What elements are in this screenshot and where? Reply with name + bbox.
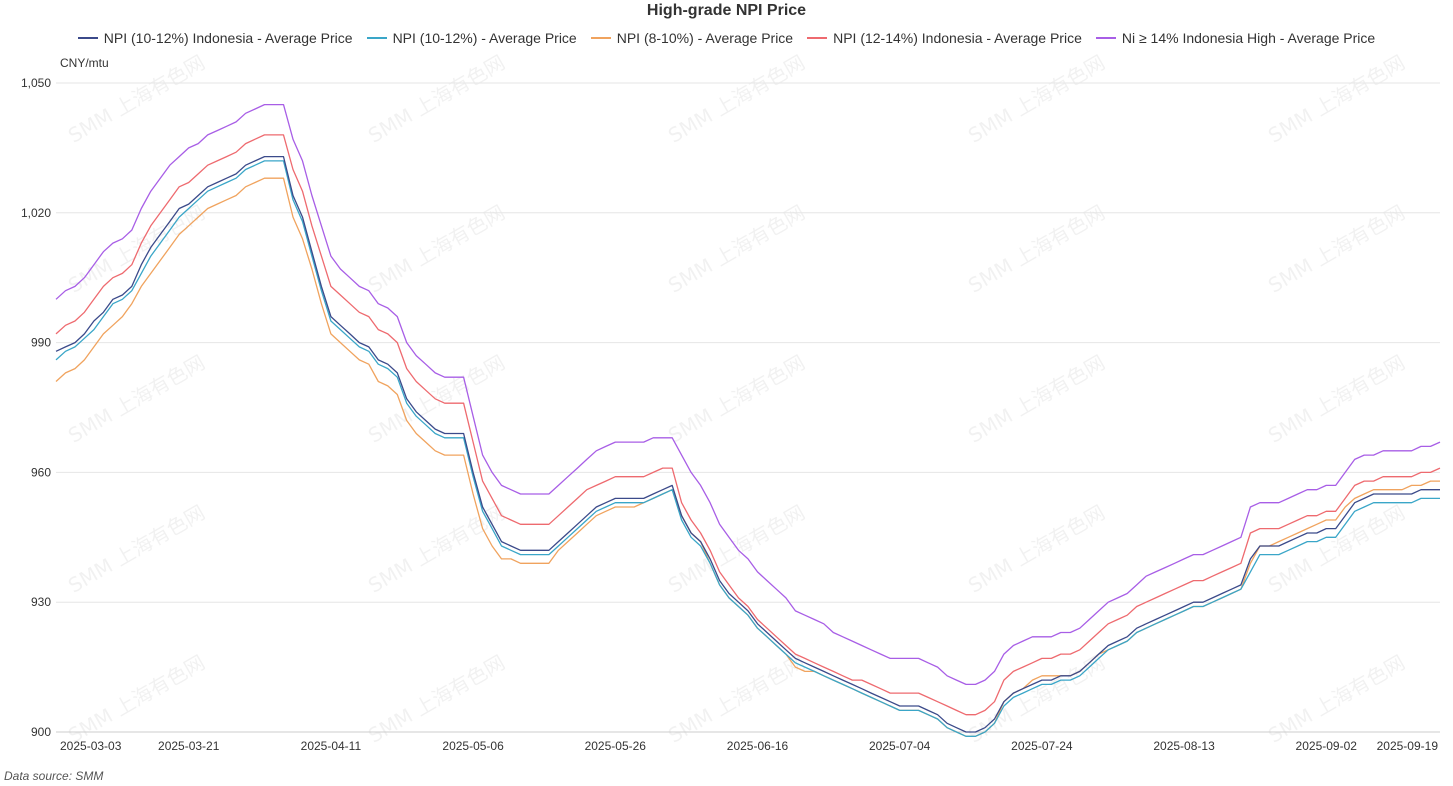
x-tick-label: 2025-03-21 — [158, 739, 220, 753]
chart-legend: NPI (10-12%) Indonesia - Average Price NP… — [0, 30, 1453, 46]
x-tick-label: 2025-07-04 — [869, 739, 931, 753]
x-tick-label: 2025-05-26 — [585, 739, 647, 753]
series-lines — [55, 103, 1441, 737]
y-axis-unit: CNY/mtu — [60, 56, 109, 70]
y-tick-label: 930 — [31, 595, 51, 609]
y-axis-labels: 900 930 960 990 1,020 1,050 — [21, 76, 51, 739]
watermark-text: SMM 上海有色网 — [964, 200, 1109, 298]
watermark-text: SMM 上海有色网 — [664, 50, 809, 148]
series-line[interactable] — [55, 103, 1441, 686]
legend-swatch — [590, 37, 611, 39]
watermark-text: SMM 上海有色网 — [364, 50, 509, 148]
y-tick-label: 900 — [31, 725, 51, 739]
watermark-text: SMM 上海有色网 — [64, 50, 209, 148]
y-tick-label: 990 — [31, 336, 51, 350]
watermark-text: SMM 上海有色网 — [1264, 500, 1409, 598]
watermark-text: SMM 上海有色网 — [1264, 200, 1409, 298]
legend-item[interactable]: Ni ≥ 14% Indonesia High - Average Price — [1095, 30, 1376, 46]
x-tick-label: 2025-04-11 — [301, 739, 362, 753]
series-line[interactable] — [55, 160, 1440, 737]
watermark-text: SMM 上海有色网 — [664, 650, 809, 748]
watermark-text: SMM 上海有色网 — [1264, 650, 1409, 748]
watermark-text: SMM 上海有色网 — [1264, 350, 1409, 448]
legend-swatch — [807, 37, 828, 39]
watermark-layer: SMM 上海有色网 SMM 上海有色网 SMM 上海有色网 SMM 上海有色网 SMM … — [64, 50, 1409, 748]
series-line[interactable] — [55, 134, 1441, 716]
watermark-text: SMM 上海有色网 — [964, 350, 1109, 448]
x-tick-label: 2025-06-16 — [727, 739, 789, 753]
x-tick-label: 2025-05-06 — [442, 739, 504, 753]
legend-item[interactable]: NPI (10-12%) - Average Price — [366, 30, 577, 46]
watermark-text: SMM 上海有色网 — [964, 500, 1109, 598]
legend-item[interactable]: NPI (8-10%) - Average Price — [590, 30, 794, 46]
x-axis-labels: 2025-03-03 2025-03-21 2025-04-11 2025-05-06… — [60, 739, 1438, 753]
watermark-text: SMM 上海有色网 — [664, 200, 809, 298]
x-tick-label: 2025-09-19 — [1377, 739, 1439, 753]
x-tick-label: 2025-07-24 — [1011, 739, 1073, 753]
chart-title: High-grade NPI Price — [646, 2, 807, 19]
legend-swatch — [366, 37, 387, 39]
watermark-text: SMM 上海有色网 — [664, 350, 809, 448]
legend-label: NPI (12-14%) Indonesia - Average Price — [833, 30, 1082, 46]
series-line[interactable] — [55, 177, 1440, 737]
legend-label: Ni ≥ 14% Indonesia High - Average Price — [1121, 30, 1376, 46]
watermark-text: SMM 上海有色网 — [964, 50, 1109, 148]
series-line[interactable] — [55, 155, 1440, 733]
watermark-text: SMM 上海有色网 — [364, 200, 509, 298]
legend-label: NPI (10-12%) - Average Price — [392, 30, 577, 46]
legend-swatch — [1095, 37, 1116, 39]
data-source-note: Data source: SMM — [4, 769, 104, 783]
watermark-text: SMM 上海有色网 — [1264, 50, 1409, 148]
watermark-text: SMM 上海有色网 — [64, 350, 209, 448]
legend-item[interactable]: NPI (10-12%) Indonesia - Average Price — [77, 30, 353, 46]
legend-label: NPI (8-10%) - Average Price — [616, 30, 794, 46]
y-tick-label: 1,050 — [21, 76, 51, 90]
x-tick-label: 2025-08-13 — [1153, 739, 1215, 753]
watermark-text: SMM 上海有色网 — [364, 650, 509, 748]
watermark-text: SMM 上海有色网 — [64, 500, 209, 598]
watermark-text: SMM 上海有色网 — [64, 650, 209, 748]
x-tick-label: 2025-09-02 — [1296, 739, 1358, 753]
x-tick-label: 2025-03-03 — [60, 739, 122, 753]
legend-label: NPI (10-12%) Indonesia - Average Price — [103, 30, 353, 46]
watermark-text: SMM 上海有色网 — [664, 500, 809, 598]
y-grid — [56, 82, 1440, 733]
legend-swatch — [77, 37, 98, 39]
y-tick-label: 1,020 — [21, 206, 51, 220]
y-tick-label: 960 — [31, 465, 51, 479]
legend-item[interactable]: NPI (12-14%) Indonesia - Average Price — [807, 30, 1082, 46]
